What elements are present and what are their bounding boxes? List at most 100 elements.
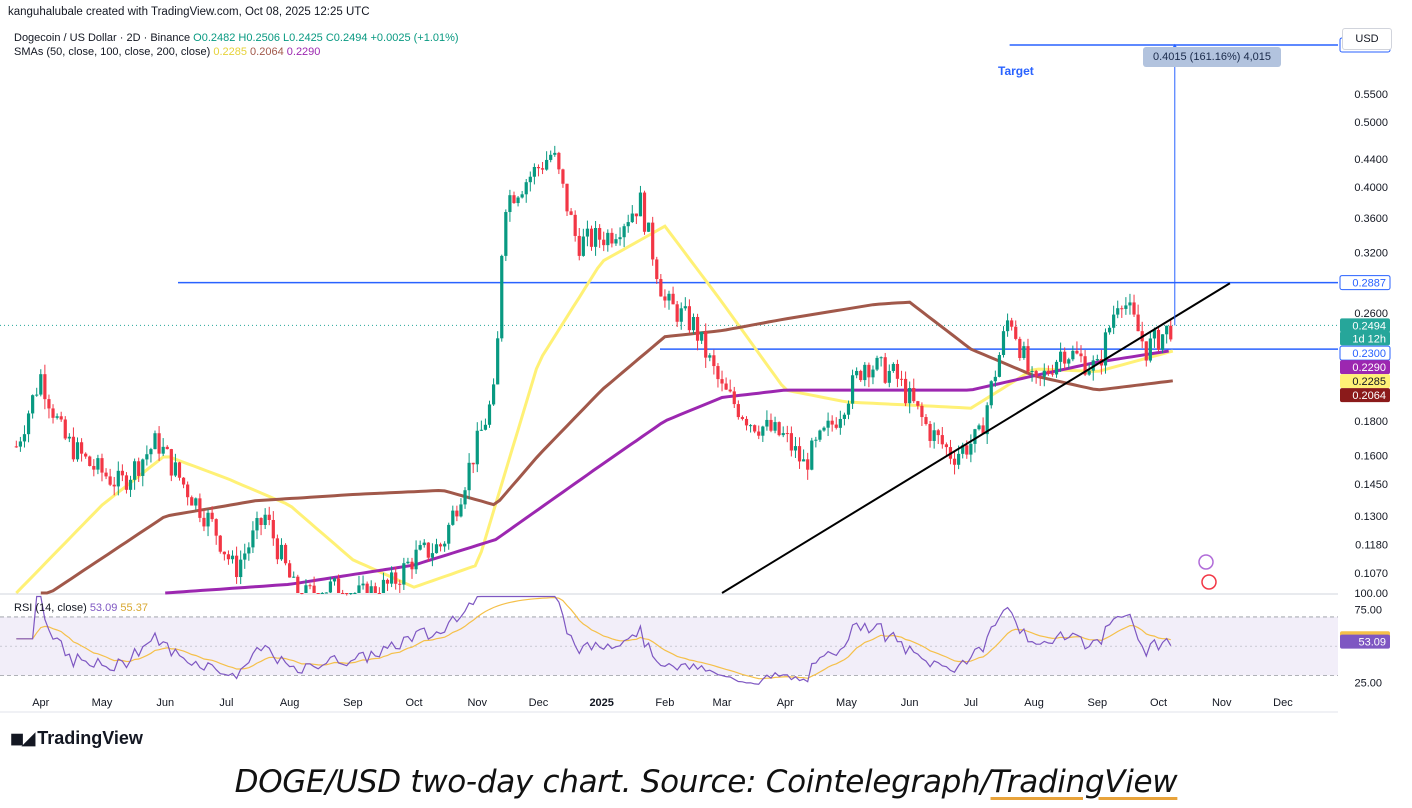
candle-body bbox=[618, 237, 622, 240]
candle-body bbox=[989, 381, 993, 406]
candle-body bbox=[883, 357, 887, 383]
candle-body bbox=[75, 442, 80, 460]
candle-body bbox=[761, 426, 765, 436]
candle-body bbox=[361, 583, 365, 586]
candle-body bbox=[234, 555, 239, 578]
candle-body bbox=[1169, 325, 1173, 340]
measure-box[interactable]: 0.4015 (161.16%) 4,015 bbox=[1143, 47, 1281, 67]
candle-body bbox=[638, 192, 643, 217]
candle-body bbox=[540, 168, 545, 170]
rsi-y-tick-label: 25.00 bbox=[1354, 678, 1382, 690]
candle-body bbox=[128, 479, 133, 490]
candle-body bbox=[418, 545, 422, 550]
chart-canvas[interactable]: Apr May Jun Jul Aug Sep Oct Nov Dec 2025 Feb Mar Apr… bbox=[0, 0, 1412, 760]
candle-body bbox=[899, 378, 904, 380]
candle-body bbox=[230, 555, 235, 560]
candle-body bbox=[928, 423, 932, 441]
candle-body bbox=[14, 446, 18, 448]
candle-body bbox=[275, 538, 279, 560]
candle-body bbox=[724, 383, 728, 390]
rsi-label: RSI (14, close) bbox=[14, 602, 87, 614]
candle-body bbox=[520, 194, 524, 198]
candle-body bbox=[206, 512, 210, 527]
candle-body bbox=[981, 425, 985, 435]
y-tick-label: 0.1070 bbox=[1354, 568, 1388, 580]
candle-body bbox=[744, 418, 749, 426]
candle-body bbox=[1103, 332, 1108, 366]
price-tag-label: 0.2285 bbox=[1352, 376, 1386, 388]
price-tag-label: 0.2887 bbox=[1352, 278, 1386, 290]
candle-body bbox=[952, 458, 957, 465]
candle-body bbox=[149, 449, 153, 455]
sma50-value: 0.2285 bbox=[213, 46, 247, 58]
candle-body bbox=[88, 456, 92, 466]
candle-body bbox=[753, 425, 757, 432]
rsi-tag-label: 53.09 bbox=[1358, 637, 1386, 649]
candle-body bbox=[292, 576, 296, 578]
candle-body bbox=[222, 551, 226, 555]
candle-body bbox=[141, 459, 145, 476]
candle-body bbox=[875, 357, 879, 370]
candle-body bbox=[842, 414, 847, 419]
candle-body bbox=[614, 239, 618, 244]
candle-body bbox=[818, 430, 822, 440]
candle-body bbox=[373, 586, 377, 593]
candle-body bbox=[198, 498, 202, 518]
candle-body bbox=[1001, 331, 1006, 356]
candle-body bbox=[1136, 314, 1140, 332]
candle-body bbox=[728, 389, 732, 392]
candle-body bbox=[903, 378, 908, 404]
x-tick-label: Oct bbox=[1150, 697, 1167, 709]
candle-body bbox=[593, 228, 598, 247]
candle-body bbox=[181, 477, 186, 485]
candle-body bbox=[920, 405, 924, 418]
candle-body bbox=[895, 363, 900, 379]
y-tick-label: 0.1300 bbox=[1354, 511, 1388, 523]
candle-body bbox=[806, 459, 810, 470]
candle-body bbox=[194, 498, 198, 506]
candle-body bbox=[887, 370, 891, 383]
candle-body bbox=[740, 417, 745, 419]
candle-body bbox=[1124, 305, 1128, 309]
candle-body bbox=[663, 296, 667, 301]
candle-body bbox=[871, 369, 875, 378]
price-tag-label: 0.2290 bbox=[1352, 362, 1386, 374]
x-tick-label: Oct bbox=[405, 697, 422, 709]
candle-body bbox=[51, 408, 55, 418]
price-tag-box bbox=[1340, 374, 1390, 389]
candle-body bbox=[1160, 334, 1165, 350]
candle-body bbox=[92, 465, 96, 470]
candle-body bbox=[243, 553, 247, 560]
candle-body bbox=[357, 585, 361, 593]
candle-body bbox=[1014, 326, 1018, 339]
candle-body bbox=[116, 470, 120, 487]
candle-body bbox=[100, 458, 104, 473]
x-tick-label: Nov bbox=[467, 697, 487, 709]
tradingview-logo[interactable]: ◼◢ TradingView bbox=[10, 728, 143, 749]
candle-body bbox=[161, 446, 165, 454]
symbol-name: Dogecoin / US Dollar · 2D · Binance bbox=[14, 32, 191, 44]
candle-body bbox=[908, 387, 912, 404]
candle-body bbox=[1112, 314, 1116, 328]
candle-body bbox=[675, 304, 679, 322]
candle-body bbox=[169, 449, 173, 476]
x-tick-label: Sep bbox=[1088, 697, 1108, 709]
candle-body bbox=[447, 524, 451, 544]
candle-body bbox=[385, 579, 390, 584]
candle-body bbox=[683, 306, 687, 309]
candle-body bbox=[316, 593, 320, 594]
candle-body bbox=[394, 572, 398, 584]
candle-body bbox=[855, 370, 859, 376]
rsi-ma-line bbox=[16, 596, 1171, 680]
y-tick-label: 0.3600 bbox=[1354, 213, 1388, 225]
candle-body bbox=[414, 549, 418, 570]
candle-body bbox=[324, 592, 328, 594]
candle-body bbox=[655, 259, 659, 280]
candle-body bbox=[1005, 320, 1010, 332]
candle-body bbox=[545, 159, 549, 170]
candle-body bbox=[239, 559, 243, 578]
caption-link[interactable]: TradingView bbox=[990, 764, 1178, 800]
candle-body bbox=[491, 384, 496, 405]
currency-button[interactable]: USD bbox=[1342, 28, 1392, 50]
candle-body bbox=[524, 182, 528, 195]
